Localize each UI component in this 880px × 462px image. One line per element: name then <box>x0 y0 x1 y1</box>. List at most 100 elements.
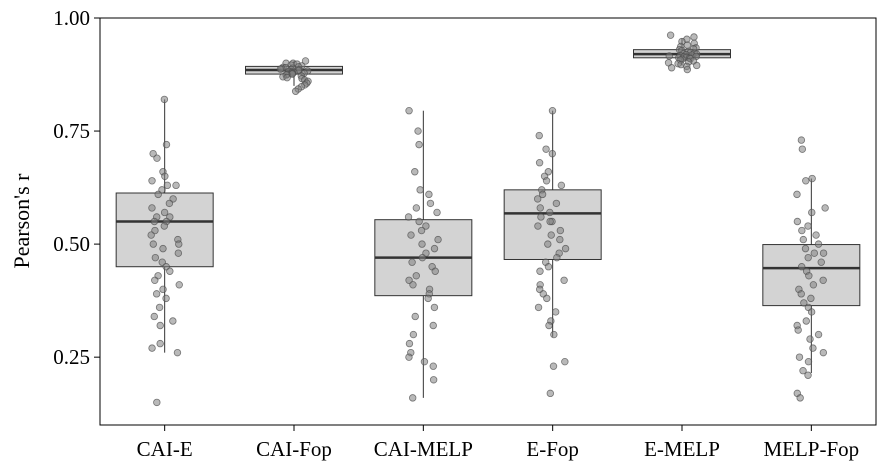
data-point <box>156 321 164 330</box>
data-point <box>430 303 439 312</box>
data-point <box>798 226 806 235</box>
data-point <box>546 217 554 226</box>
data-point <box>807 294 815 303</box>
data-point <box>547 231 555 239</box>
data-point <box>799 235 808 244</box>
data-point <box>172 181 180 190</box>
data-point <box>155 303 164 312</box>
data-point <box>809 344 817 352</box>
data-point <box>301 57 310 65</box>
data-point <box>553 253 561 262</box>
x-tick-label: E-Fop <box>526 437 579 461</box>
data-point <box>151 253 160 262</box>
data-point <box>546 208 554 217</box>
x-tick-label: CAI-MELP <box>374 437 473 461</box>
data-point <box>812 231 820 239</box>
x-tick-label: E-MELP <box>644 437 720 461</box>
data-point <box>154 190 162 199</box>
data-point <box>405 353 413 361</box>
data-point <box>802 177 810 185</box>
data-point <box>412 204 421 212</box>
data-point <box>160 208 169 217</box>
data-point <box>159 244 167 253</box>
data-point <box>804 371 812 379</box>
y-axis: 0.25 0.50 0.75 1.00 <box>53 6 100 369</box>
x-tick-label: CAI-E <box>137 437 193 461</box>
data-point <box>291 87 300 95</box>
data-point <box>276 65 285 73</box>
y-tick-label: 1.00 <box>53 6 90 30</box>
data-point <box>804 222 812 230</box>
data-point <box>415 217 423 226</box>
data-point <box>162 140 171 149</box>
data-point <box>156 339 164 348</box>
data-point <box>409 394 417 402</box>
data-point <box>805 272 813 280</box>
data-point <box>544 263 553 271</box>
data-point <box>683 65 692 74</box>
data-point <box>800 299 808 307</box>
data-point <box>542 145 550 153</box>
data-point <box>535 159 544 167</box>
data-point <box>819 276 827 284</box>
data-point <box>405 339 414 348</box>
data-point <box>174 249 183 257</box>
data-point <box>151 276 159 284</box>
data-point <box>807 308 816 316</box>
box-cai-e <box>115 99 214 353</box>
data-point <box>429 362 437 370</box>
data-point <box>147 231 155 239</box>
data-point <box>666 31 675 39</box>
data-point <box>536 267 544 275</box>
data-point <box>417 226 426 235</box>
data-point <box>150 217 159 226</box>
data-point <box>429 376 438 384</box>
data-point <box>405 107 413 115</box>
y-tick-label: 0.25 <box>53 345 90 369</box>
data-point <box>802 317 810 325</box>
data-point <box>538 190 547 199</box>
data-point <box>160 222 168 230</box>
data-point <box>434 235 442 244</box>
point-series <box>147 31 829 407</box>
data-point <box>408 258 416 266</box>
data-point <box>560 276 568 284</box>
data-point <box>809 281 818 289</box>
points-cai-melp <box>404 107 442 402</box>
data-point <box>795 353 804 361</box>
data-point <box>283 73 291 82</box>
data-point <box>808 174 816 183</box>
data-point <box>409 281 417 289</box>
data-point <box>546 389 555 398</box>
data-point <box>148 344 156 352</box>
data-point <box>797 136 806 144</box>
data-point <box>819 249 828 257</box>
data-point <box>431 267 439 275</box>
data-point <box>426 199 435 208</box>
data-point <box>556 226 565 235</box>
data-point <box>819 348 828 357</box>
data-point <box>424 294 432 303</box>
data-point <box>561 357 569 366</box>
points-melp-fop <box>793 136 829 402</box>
data-point <box>693 61 701 70</box>
data-point <box>160 95 169 104</box>
data-point <box>150 312 158 321</box>
data-point <box>533 195 542 203</box>
data-point <box>683 41 692 49</box>
data-point <box>794 326 802 334</box>
data-point <box>152 290 161 298</box>
data-point <box>810 249 819 257</box>
data-point <box>159 285 167 294</box>
data-point <box>557 181 566 190</box>
data-point <box>814 240 823 248</box>
data-point <box>161 172 169 180</box>
data-point <box>535 131 543 140</box>
data-point <box>414 127 422 135</box>
points-cai-fop <box>276 57 312 95</box>
data-point <box>175 240 183 248</box>
data-point <box>412 272 420 280</box>
data-point <box>796 394 804 402</box>
data-point <box>797 290 805 298</box>
data-point <box>534 303 543 312</box>
